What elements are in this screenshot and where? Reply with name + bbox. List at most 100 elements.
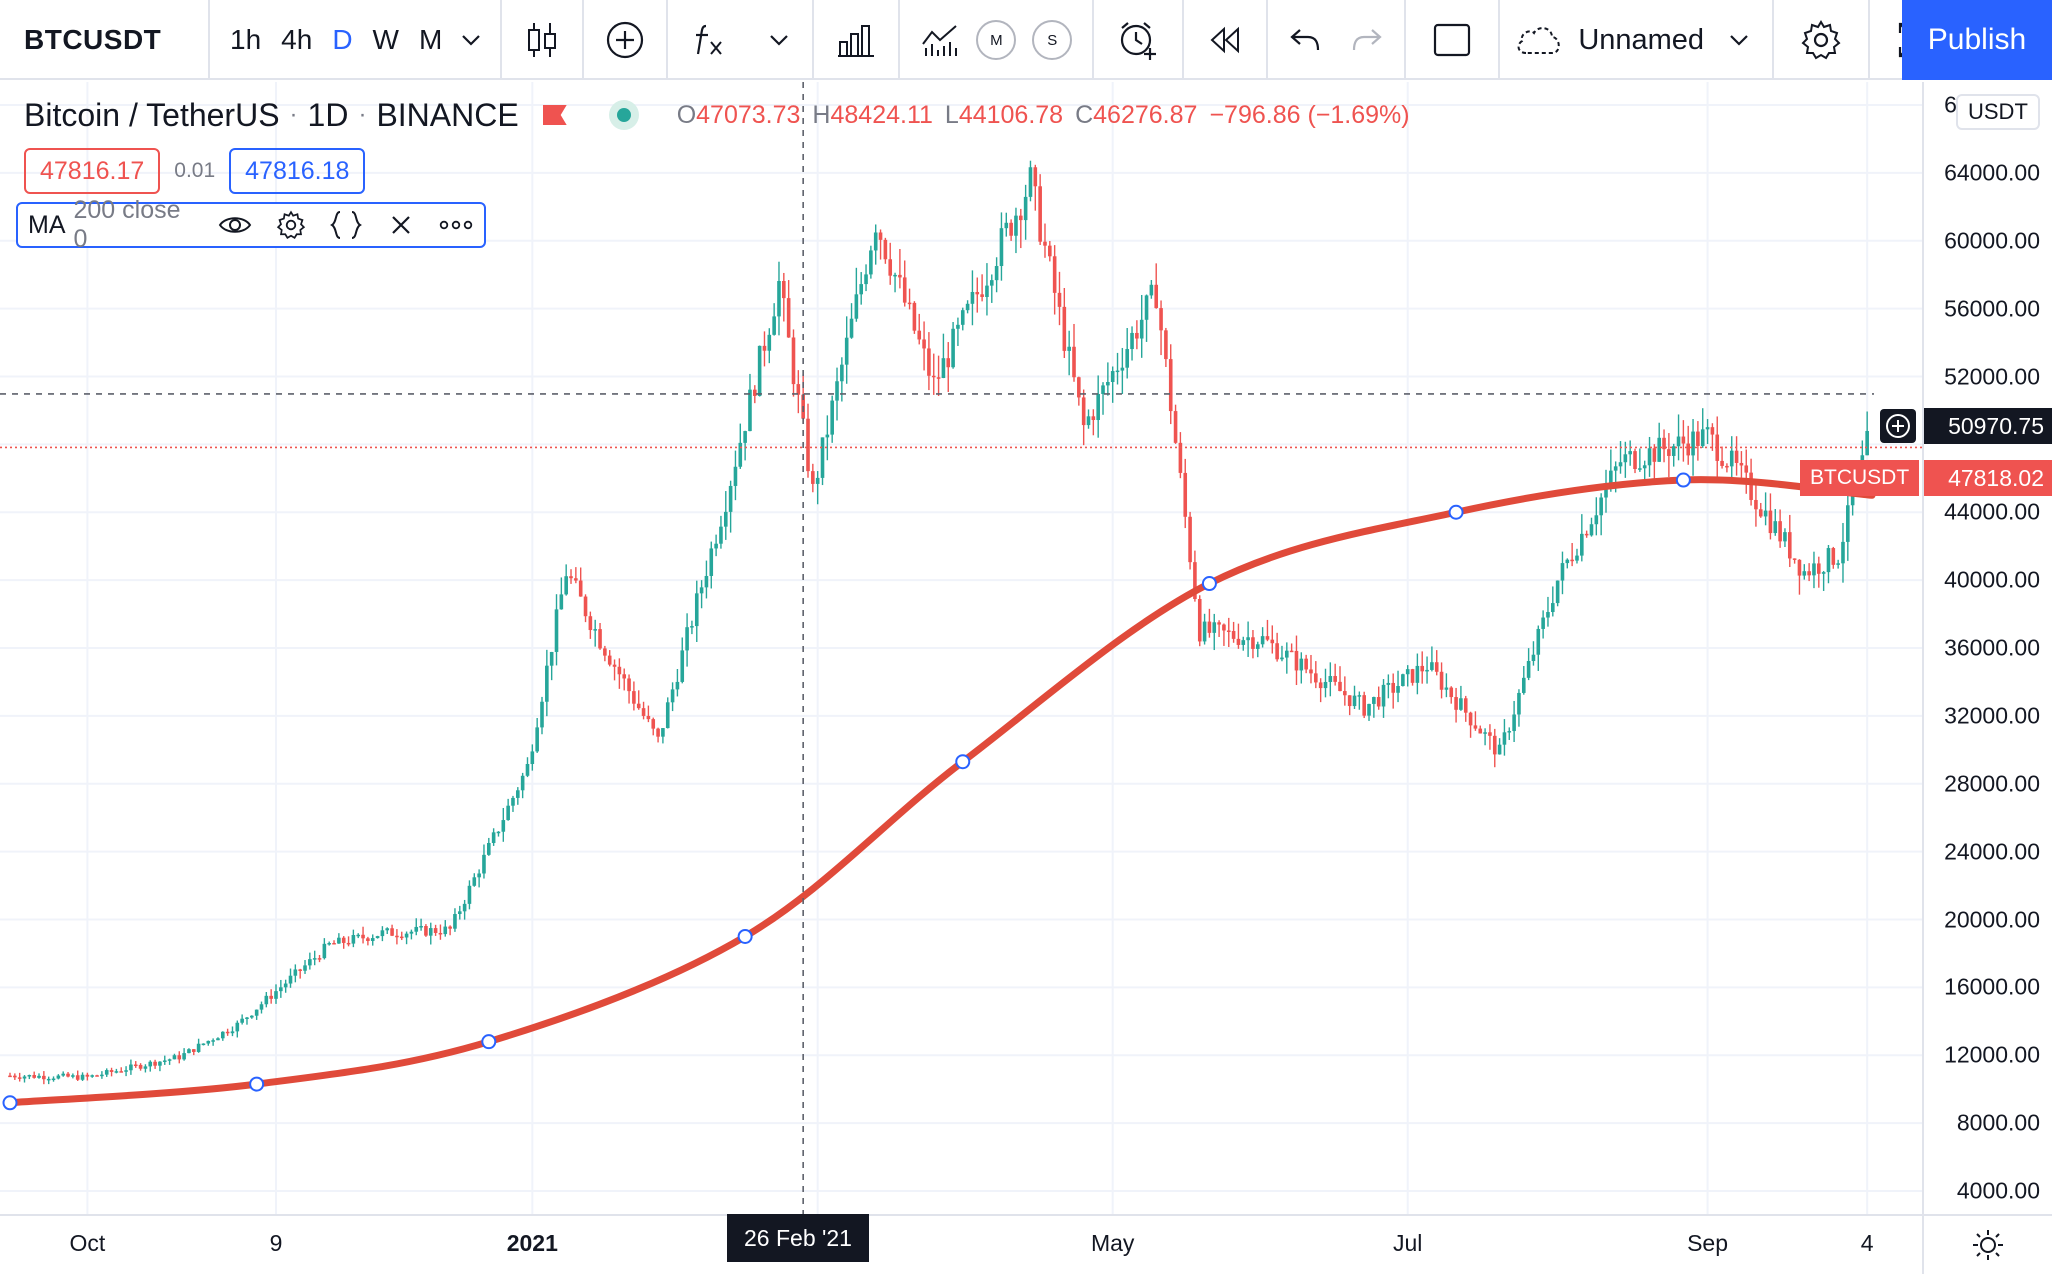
candle-body xyxy=(293,969,298,976)
candle-body xyxy=(1531,654,1536,662)
candle-body xyxy=(56,1075,61,1079)
currency-unit-button[interactable]: USDT xyxy=(1956,94,2040,130)
price-axis-tick-label: 60000.00 xyxy=(1944,227,2040,254)
layout-name-label[interactable]: Unnamed xyxy=(1578,23,1705,56)
candle-body xyxy=(167,1059,172,1061)
candle-body xyxy=(830,400,834,435)
candle-body xyxy=(835,381,839,401)
candle-body xyxy=(999,228,1004,267)
indicators-dropdown-chevron-icon[interactable] xyxy=(760,0,798,80)
chart-pane[interactable] xyxy=(0,82,1922,1214)
candle-body xyxy=(1164,330,1168,360)
candle-body xyxy=(699,587,704,594)
layout-dropdown-chevron-icon[interactable] xyxy=(1720,0,1758,80)
candle-body xyxy=(757,345,762,396)
candle-body xyxy=(250,1015,254,1018)
indicators-fx-icon[interactable] xyxy=(682,0,738,80)
remove-close-icon[interactable] xyxy=(373,203,428,247)
bar-replay-rewind-icon[interactable] xyxy=(1198,0,1252,80)
price-axis-tick-label: 44000.00 xyxy=(1944,498,2040,525)
price-axis-tick-label: 12000.00 xyxy=(1944,1041,2040,1068)
candle-body xyxy=(1555,580,1560,604)
price-chart[interactable] xyxy=(0,82,1922,1214)
chart-settings-corner[interactable] xyxy=(1922,1214,2052,1274)
candle-body xyxy=(554,609,559,652)
candle-body xyxy=(1773,521,1778,534)
candle-body xyxy=(1667,449,1671,456)
candle-body xyxy=(1502,732,1507,745)
time-axis[interactable]: Oct 9 2021 May Jul Sep 4 xyxy=(0,1214,1922,1274)
crosshair-price-label: 50970.75 xyxy=(1924,408,2052,444)
strategy-tester-icon[interactable] xyxy=(912,0,968,80)
candle-body xyxy=(1575,555,1579,561)
candle-body xyxy=(337,937,341,944)
buy-button[interactable]: 47816.18 xyxy=(229,148,366,194)
candle-body xyxy=(1120,367,1125,371)
interval-w[interactable]: W xyxy=(372,24,399,55)
candle-body xyxy=(704,575,709,588)
candle-body xyxy=(603,648,607,656)
symbol-search-button[interactable]: BTCUSDT xyxy=(24,24,162,55)
candle-body xyxy=(898,274,902,278)
price-axis[interactable]: 68000.0064000.0060000.0056000.0052000.00… xyxy=(1922,82,2052,1214)
time-axis-tick-label: May xyxy=(1090,1230,1135,1256)
candle-body xyxy=(230,1031,235,1034)
sun-settings-icon[interactable] xyxy=(1971,1228,2005,1262)
candle-body xyxy=(762,345,767,351)
toggle-s-button[interactable]: S xyxy=(1032,20,1073,60)
candle-body xyxy=(1231,631,1236,639)
bar-chart-icon[interactable] xyxy=(828,0,884,80)
flag-icon[interactable] xyxy=(542,105,567,125)
candle-body xyxy=(1492,735,1497,755)
toggle-m-button[interactable]: M xyxy=(976,20,1017,60)
candle-body xyxy=(187,1049,191,1054)
candle-body xyxy=(873,232,878,251)
candle-body xyxy=(1497,744,1502,755)
gear-icon[interactable] xyxy=(1792,0,1850,80)
candle-body xyxy=(1642,465,1647,469)
crosshair-add-plus-icon[interactable] xyxy=(1880,409,1916,443)
undo-arrow-icon[interactable] xyxy=(1280,0,1330,80)
replay-rewind-group xyxy=(1184,0,1269,80)
candle-body xyxy=(332,943,336,945)
indicator-gear-icon[interactable] xyxy=(263,203,318,247)
interval-dropdown-chevron-icon[interactable] xyxy=(452,0,490,80)
interval-4h[interactable]: 4h xyxy=(281,24,313,55)
sell-button[interactable]: 47816.17 xyxy=(24,148,161,194)
publish-button[interactable]: Publish xyxy=(1902,0,2052,80)
cloud-save-icon[interactable] xyxy=(1514,0,1564,80)
candle-body xyxy=(854,294,859,319)
candle-body xyxy=(902,277,907,303)
candle-body xyxy=(143,1066,148,1069)
interval-d[interactable]: D xyxy=(332,24,353,55)
candles-chart-type-icon[interactable] xyxy=(516,0,568,80)
candle-body xyxy=(1623,454,1628,463)
alarm-clock-plus-icon[interactable] xyxy=(1108,0,1168,80)
low-key: L xyxy=(944,100,959,129)
interval-m[interactable]: M xyxy=(418,24,443,55)
more-options-icon[interactable] xyxy=(429,203,484,247)
eye-visibility-icon[interactable] xyxy=(208,203,263,247)
market-status-dot-icon[interactable] xyxy=(608,100,639,130)
candle-body xyxy=(375,936,380,939)
interval-1h[interactable]: 1h xyxy=(230,24,262,55)
candle-body xyxy=(196,1043,201,1052)
candle-body xyxy=(409,931,414,934)
candle-body xyxy=(1033,167,1038,187)
legend-symbol-title[interactable]: Bitcoin / TetherUS xyxy=(24,96,280,133)
candle-body xyxy=(583,596,588,617)
candle-body xyxy=(32,1075,36,1078)
source-code-braces-icon[interactable] xyxy=(318,203,373,247)
candle-body xyxy=(1681,436,1686,444)
indicator-legend-ma[interactable]: MA 200 close 0 xyxy=(16,196,486,253)
candle-body xyxy=(1865,430,1869,456)
add-plus-icon[interactable] xyxy=(596,0,654,80)
candle-body xyxy=(1081,397,1086,426)
high-key: H xyxy=(812,100,831,129)
candle-body xyxy=(462,903,467,912)
redo-arrow-icon[interactable] xyxy=(1342,0,1392,80)
layout-square-icon[interactable] xyxy=(1424,0,1480,80)
candle-body xyxy=(627,678,631,692)
candle-body xyxy=(1333,676,1337,682)
ma-anchor-point xyxy=(1675,472,1691,488)
